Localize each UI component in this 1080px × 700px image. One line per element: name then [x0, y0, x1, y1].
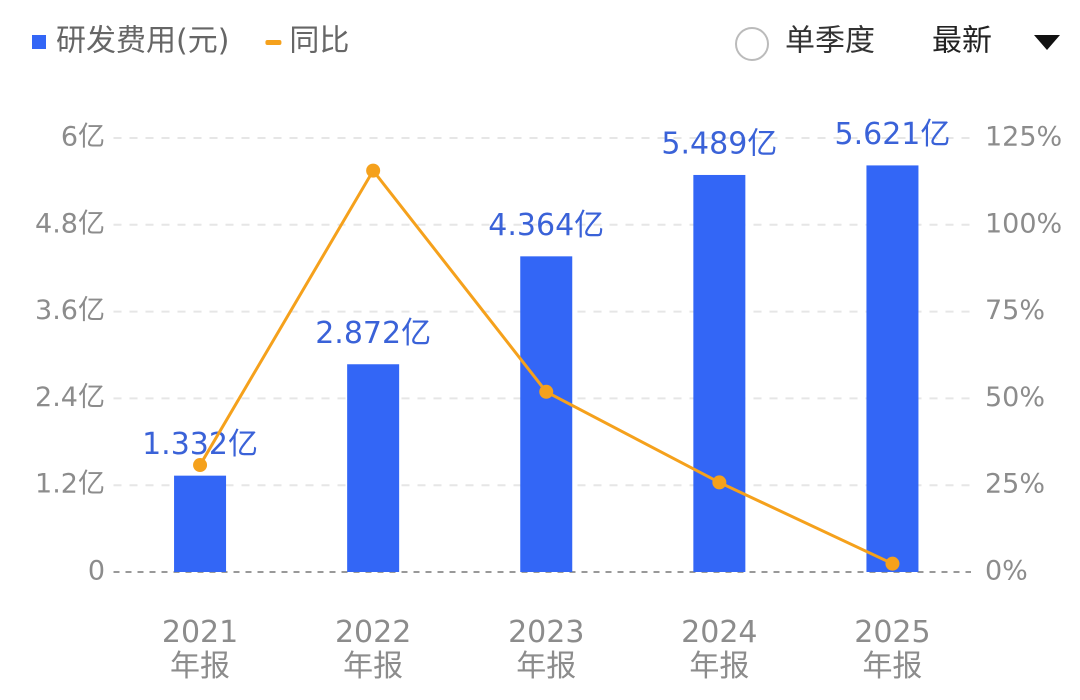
- bar: [174, 475, 227, 572]
- line-point: [193, 458, 208, 473]
- bar: [693, 174, 746, 572]
- line-point: [885, 556, 900, 571]
- y-tick-label: 3.6亿: [35, 295, 105, 326]
- data-label: 5.489亿: [661, 126, 777, 161]
- data-label: 5.621亿: [835, 117, 951, 152]
- bar: [520, 256, 573, 572]
- legend-swatch: [32, 35, 46, 49]
- sort-option[interactable]: 最新: [932, 24, 992, 59]
- y2-tick-label: 25%: [985, 469, 1045, 500]
- y-tick-label: 0: [88, 556, 105, 587]
- legend-label: 同比: [289, 24, 349, 59]
- x-tick-label: 2022 年报: [334, 615, 412, 684]
- dropdown-arrow[interactable]: [1034, 35, 1060, 50]
- data-label: 2.872亿: [315, 316, 431, 351]
- radio-button[interactable]: [735, 27, 769, 61]
- x-tick-label: 2023 年报: [508, 615, 585, 684]
- y2-tick-label: 50%: [985, 382, 1045, 413]
- x-tick-label: 2025 年报: [854, 615, 931, 684]
- y-tick-label: 6亿: [61, 122, 105, 153]
- y2-tick-label: 100%: [985, 208, 1062, 239]
- y2-tick-label: 0%: [985, 556, 1028, 587]
- y-tick-label: 2.4亿: [35, 382, 105, 413]
- y2-tick-label: 75%: [985, 295, 1045, 326]
- line-point: [366, 163, 381, 178]
- period-option[interactable]: 单季度: [785, 24, 875, 59]
- y-tick-label: 1.2亿: [35, 469, 105, 500]
- data-label: 1.332亿: [142, 427, 258, 462]
- line-point: [539, 384, 554, 399]
- x-tick-label: 2021 年报: [161, 615, 239, 684]
- legend-label: 研发费用(元): [56, 24, 229, 59]
- y2-tick-label: 125%: [985, 122, 1062, 153]
- legend-swatch: [265, 40, 282, 45]
- data-label: 4.364亿: [488, 208, 604, 243]
- x-tick-label: 2024 年报: [681, 615, 758, 684]
- bar: [347, 364, 400, 572]
- bar: [866, 165, 919, 572]
- line-point: [712, 475, 727, 490]
- y-tick-label: 4.8亿: [35, 208, 105, 239]
